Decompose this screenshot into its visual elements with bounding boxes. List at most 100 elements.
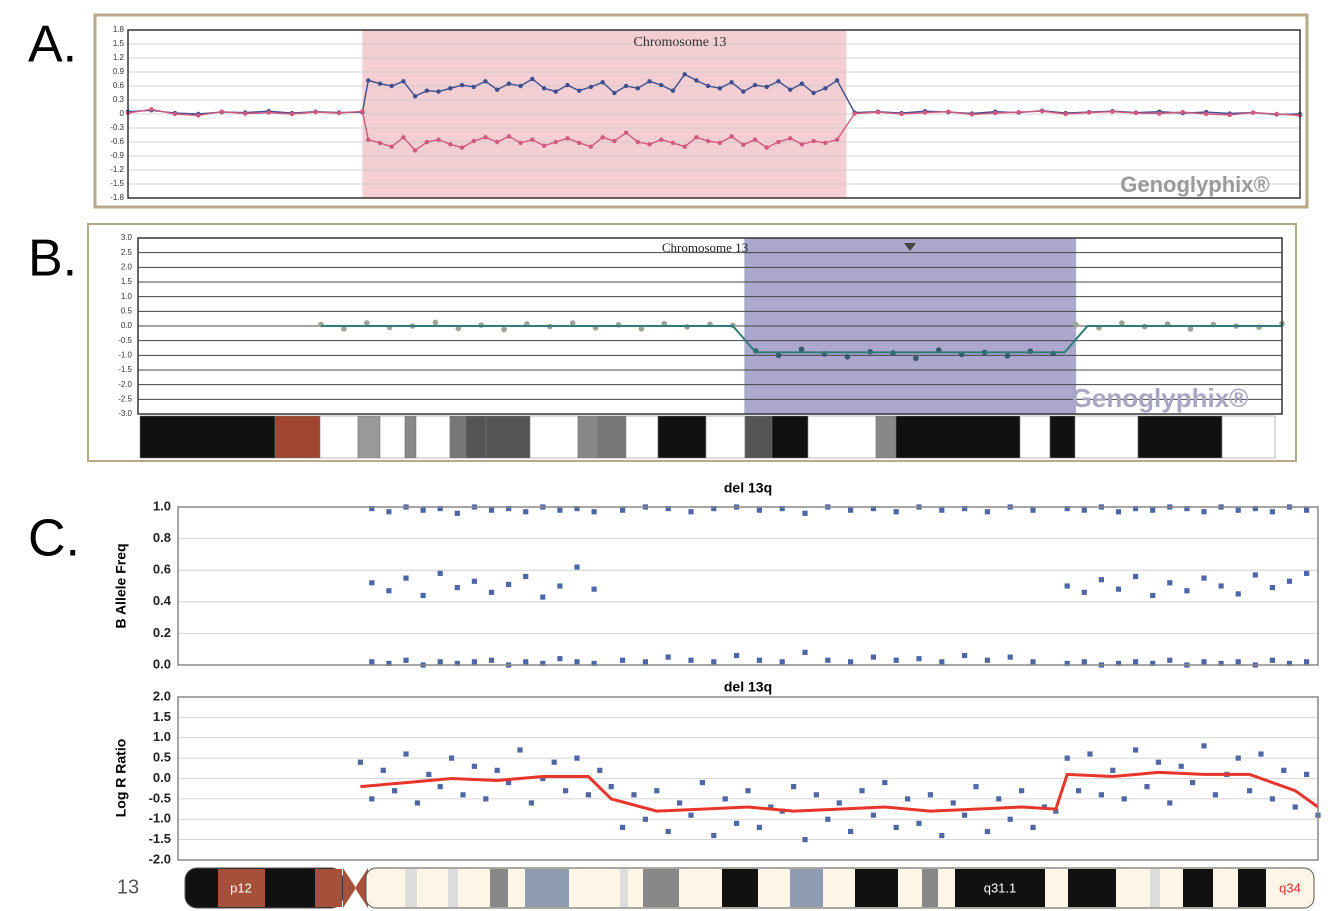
data-point bbox=[665, 654, 671, 660]
data-point bbox=[523, 659, 529, 665]
data-point bbox=[659, 82, 664, 88]
data-point bbox=[787, 87, 793, 92]
data-point bbox=[834, 78, 840, 83]
ideogram-small bbox=[139, 415, 1276, 459]
data-point bbox=[501, 326, 507, 333]
data-point bbox=[1252, 505, 1258, 512]
panel-label: C. bbox=[28, 510, 80, 568]
band bbox=[1068, 869, 1116, 907]
data-point bbox=[647, 142, 652, 147]
data-point bbox=[848, 507, 854, 513]
data-point bbox=[541, 86, 547, 91]
y-tick-label: 0.8 bbox=[153, 530, 171, 545]
data-point bbox=[1304, 771, 1310, 778]
data-point bbox=[962, 505, 968, 512]
band bbox=[415, 415, 451, 459]
y-tick-label: -1.5 bbox=[118, 365, 132, 374]
data-point bbox=[1053, 808, 1059, 814]
data-point bbox=[341, 326, 347, 332]
data-point bbox=[916, 656, 922, 662]
data-point bbox=[483, 135, 488, 140]
data-point bbox=[412, 94, 418, 99]
data-point bbox=[1304, 507, 1310, 513]
data-point bbox=[623, 83, 629, 89]
data-point bbox=[1204, 111, 1209, 117]
data-point bbox=[1167, 657, 1173, 663]
ideogram: 13 p12 q31.1 q34 bbox=[117, 867, 1315, 909]
data-point bbox=[436, 137, 441, 142]
data-point bbox=[377, 140, 383, 146]
data-point bbox=[1115, 586, 1122, 592]
data-point bbox=[893, 657, 899, 663]
y-tick-label: -1.2 bbox=[110, 165, 124, 174]
band bbox=[1183, 869, 1213, 907]
data-point bbox=[1064, 505, 1070, 512]
data-point bbox=[574, 564, 580, 570]
data-point bbox=[597, 767, 603, 773]
data-point bbox=[454, 510, 460, 516]
data-point bbox=[403, 657, 409, 663]
data-point bbox=[1167, 800, 1173, 806]
band bbox=[379, 415, 406, 459]
data-point bbox=[313, 109, 318, 115]
data-point bbox=[962, 812, 968, 818]
data-point bbox=[1201, 743, 1207, 749]
data-point bbox=[711, 659, 717, 665]
band bbox=[218, 869, 265, 907]
band bbox=[1221, 415, 1276, 459]
y-tick-label: 0.3 bbox=[113, 95, 125, 104]
y-tick-label: 1.5 bbox=[153, 709, 171, 724]
y-tick-label: 2.5 bbox=[121, 248, 133, 257]
data-point bbox=[705, 83, 711, 89]
data-point bbox=[557, 583, 563, 589]
band bbox=[525, 869, 569, 907]
data-point bbox=[913, 355, 919, 362]
data-point bbox=[1235, 591, 1241, 597]
data-point bbox=[905, 796, 911, 802]
y-tick-label: 0.0 bbox=[121, 321, 133, 330]
data-point bbox=[1286, 578, 1293, 584]
data-point bbox=[798, 346, 805, 353]
data-point bbox=[1064, 755, 1070, 761]
band bbox=[274, 415, 321, 459]
data-point bbox=[705, 138, 711, 144]
data-point bbox=[642, 816, 648, 822]
data-point bbox=[588, 84, 594, 90]
band bbox=[1019, 415, 1051, 459]
y-tick-label: 1.0 bbox=[121, 292, 133, 301]
data-point bbox=[1119, 320, 1125, 326]
data-point bbox=[984, 509, 990, 515]
data-point bbox=[973, 784, 979, 790]
data-point bbox=[811, 138, 816, 144]
data-point bbox=[1258, 751, 1264, 757]
data-point bbox=[1133, 505, 1139, 512]
band bbox=[705, 415, 746, 459]
data-point bbox=[574, 659, 580, 665]
data-point bbox=[752, 82, 758, 88]
data-point bbox=[682, 144, 687, 149]
data-point bbox=[1087, 751, 1093, 757]
data-point bbox=[756, 824, 762, 830]
data-point bbox=[825, 816, 831, 822]
band bbox=[855, 869, 898, 907]
band-label: q34 bbox=[1279, 880, 1301, 895]
data-point bbox=[996, 796, 1002, 802]
data-point bbox=[1250, 110, 1256, 115]
data-point bbox=[665, 505, 671, 512]
data-point bbox=[620, 824, 626, 830]
band bbox=[405, 869, 417, 907]
data-point bbox=[389, 83, 394, 89]
data-point bbox=[483, 79, 488, 84]
data-point bbox=[823, 140, 828, 146]
data-point bbox=[962, 652, 968, 659]
data-point bbox=[688, 812, 694, 818]
band bbox=[875, 415, 897, 459]
band bbox=[319, 415, 359, 459]
data-point bbox=[1281, 767, 1287, 773]
band bbox=[922, 869, 938, 907]
data-point bbox=[414, 800, 420, 806]
data-point bbox=[432, 319, 439, 326]
plots: 1.8 1.5 1.2 0.9 0.6 0.3 0 -0.3 -0.6 -0.9 -1.2 -1.5 -… bbox=[110, 25, 1321, 866]
data-line bbox=[321, 325, 1282, 354]
data-point bbox=[711, 832, 717, 839]
